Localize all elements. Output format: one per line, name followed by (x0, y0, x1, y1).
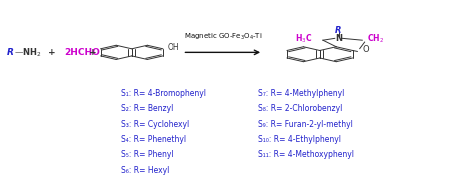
Text: S₅: R= Phenyl: S₅: R= Phenyl (121, 150, 173, 159)
Text: H$_3$C: H$_3$C (295, 33, 312, 45)
Text: S₁₁: R= 4-Methoxyphenyl: S₁₁: R= 4-Methoxyphenyl (258, 150, 355, 159)
Text: S₉: R= Furan-2-yl-methyl: S₉: R= Furan-2-yl-methyl (258, 120, 353, 129)
Text: N: N (335, 34, 342, 43)
Text: S₇: R= 4-Methylphenyl: S₇: R= 4-Methylphenyl (258, 89, 345, 98)
Text: R: R (335, 26, 342, 35)
Text: S₃: R= Cyclohexyl: S₃: R= Cyclohexyl (121, 120, 189, 129)
Text: Magnetic GO-Fe$_3$O$_4$-Ti: Magnetic GO-Fe$_3$O$_4$-Ti (183, 32, 262, 42)
Text: S₂: R= Benzyl: S₂: R= Benzyl (121, 104, 173, 113)
Text: CH$_2$: CH$_2$ (367, 33, 384, 45)
Text: S₈: R= 2-Chlorobenzyl: S₈: R= 2-Chlorobenzyl (258, 104, 343, 113)
Text: S₁: R= 4-Bromophenyl: S₁: R= 4-Bromophenyl (121, 89, 206, 98)
Text: S₆: R= Hexyl: S₆: R= Hexyl (121, 166, 169, 175)
Text: S₁₀: R= 4-Ethylphenyl: S₁₀: R= 4-Ethylphenyl (258, 135, 341, 144)
Text: O: O (362, 45, 369, 54)
Text: OH: OH (168, 43, 179, 52)
Text: S₄: R= Phenethyl: S₄: R= Phenethyl (121, 135, 186, 144)
Text: R: R (7, 48, 14, 57)
Text: +: + (89, 48, 97, 57)
Text: —NH$_2$: —NH$_2$ (14, 46, 42, 59)
Text: +: + (48, 48, 56, 57)
Text: 2HCHO: 2HCHO (64, 48, 100, 57)
